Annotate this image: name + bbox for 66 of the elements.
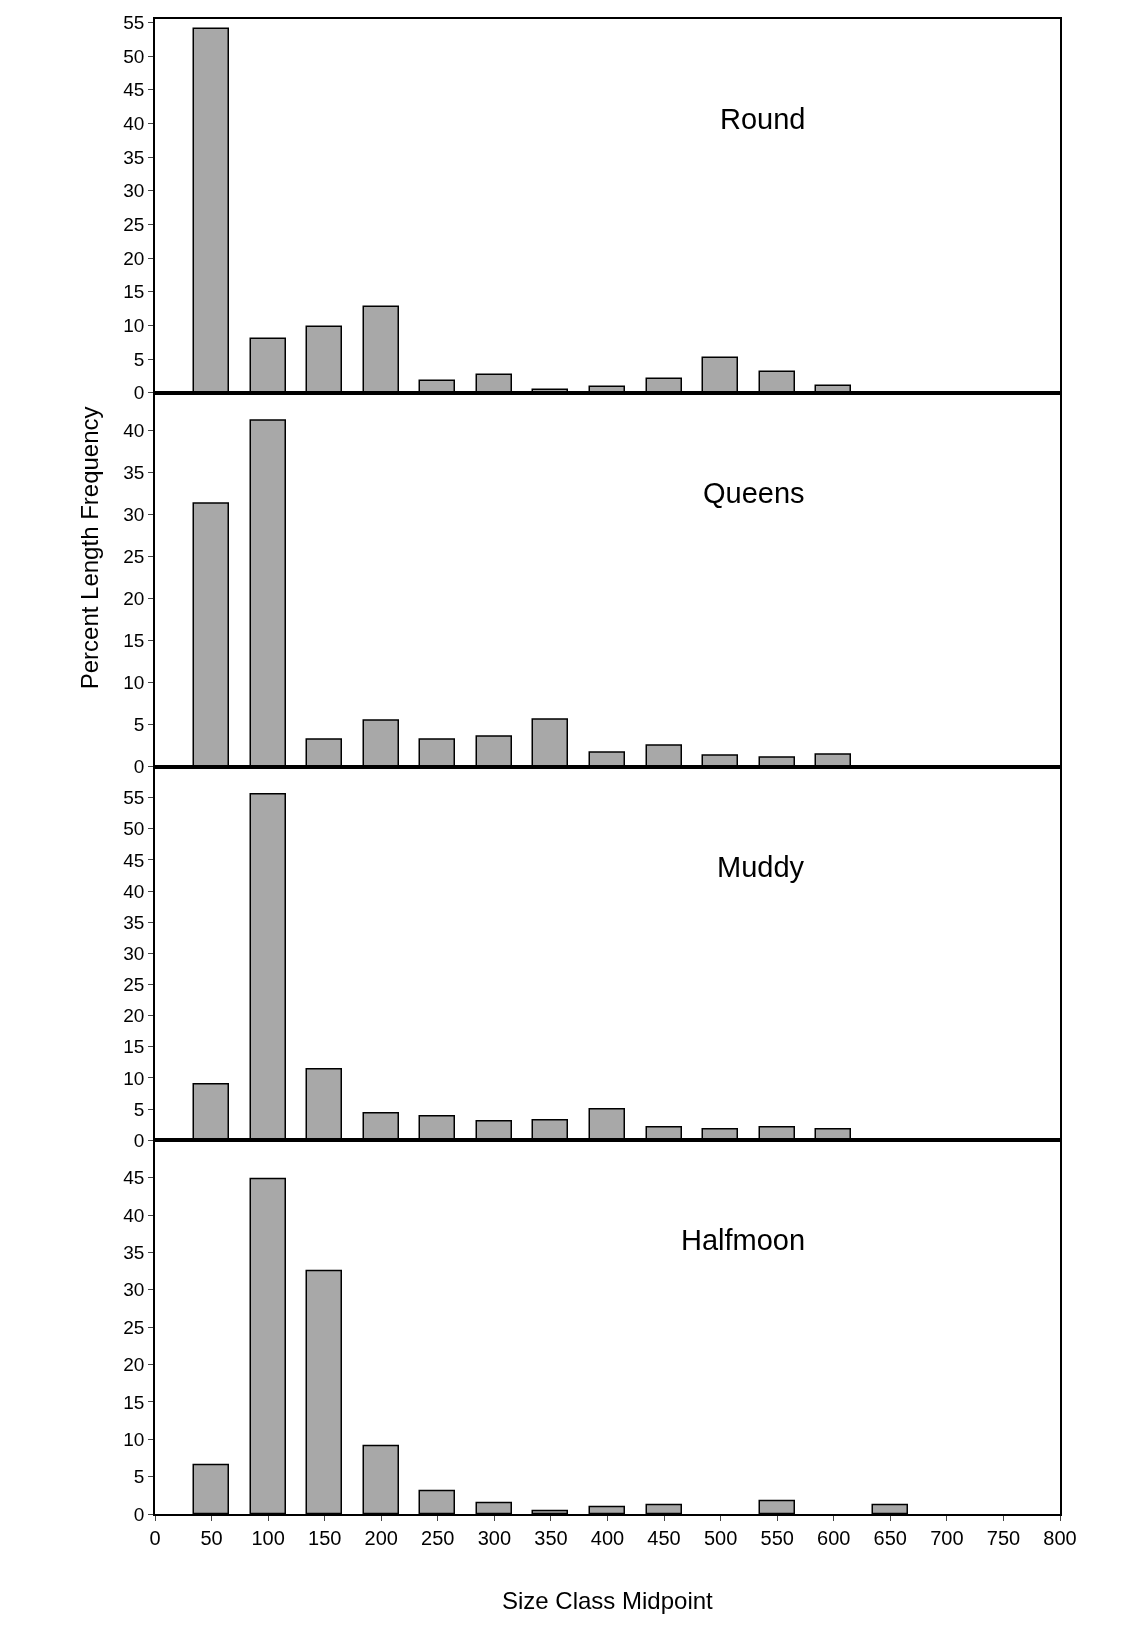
x-tick-label: 0 [149, 1526, 161, 1549]
x-axis-title: Size Class Midpoint [502, 1587, 714, 1614]
x-tick-label: 200 [364, 1526, 398, 1549]
y-tick-label: 25 [123, 546, 145, 568]
y-tick-label: 0 [133, 756, 145, 778]
x-tick-label: 550 [760, 1526, 794, 1549]
y-tick-label: 45 [123, 1167, 145, 1189]
x-tick-label: 750 [986, 1526, 1021, 1549]
y-tick-label: 0 [133, 382, 145, 404]
y-tick-label: 0 [133, 1129, 145, 1151]
y-tick-label: 15 [123, 1036, 145, 1058]
y-tick-label: 30 [123, 1279, 145, 1301]
y-tick-label: 0 [133, 1503, 145, 1525]
y-tick-label: 40 [123, 113, 145, 135]
x-tick-label: 700 [930, 1526, 964, 1549]
y-tick-label: 5 [133, 1098, 145, 1120]
y-tick-label: 15 [123, 281, 145, 303]
y-tick-label: 55 [123, 787, 145, 809]
y-tick-label: 40 [123, 1204, 145, 1226]
x-tick-label: 50 [200, 1526, 223, 1549]
y-tick-label: 30 [123, 180, 145, 202]
x-tick-label: 100 [251, 1526, 285, 1549]
y-tick-label: 5 [133, 714, 145, 736]
y-tick-label: 5 [133, 348, 145, 370]
x-tick-label: 650 [873, 1526, 907, 1549]
x-tick-label: 350 [534, 1526, 568, 1549]
y-tick-label: 15 [123, 630, 145, 652]
y-tick-label: 20 [123, 1005, 145, 1027]
x-tick-label: 500 [703, 1526, 738, 1549]
y-tick-label: 10 [123, 315, 145, 337]
x-tick-label: 450 [647, 1526, 681, 1549]
y-tick-label: 25 [123, 214, 145, 236]
x-tick-label: 250 [421, 1526, 455, 1549]
y-tick-label: 40 [123, 420, 145, 442]
y-tick-label: 20 [123, 1354, 145, 1376]
y-tick-label: 5 [133, 1466, 145, 1488]
y-tick-label: 50 [123, 45, 145, 67]
y-tick-label: 10 [123, 672, 145, 694]
y-tick-label: 30 [123, 504, 145, 526]
y-tick-label: 15 [123, 1391, 145, 1413]
y-tick-label: 50 [123, 818, 145, 840]
x-tick-label: 400 [590, 1526, 625, 1549]
y-tick-label: 35 [123, 146, 145, 168]
x-tick-label: 300 [477, 1526, 512, 1549]
y-tick-label: 25 [123, 1316, 145, 1338]
y-tick-label: 35 [123, 462, 145, 484]
x-tick-label: 150 [308, 1526, 342, 1549]
text: Round [720, 103, 806, 135]
text: Halfmoon [681, 1224, 806, 1256]
x-tick-label: 600 [817, 1526, 851, 1549]
y-tick-label: 25 [123, 974, 145, 996]
y-tick-label: 55 [123, 12, 145, 34]
y-tick-label: 20 [123, 247, 145, 269]
y-tick-label: 20 [123, 588, 145, 610]
y-tick-label: 45 [123, 849, 145, 871]
y-tick-label: 35 [123, 1242, 145, 1264]
text: Queens [703, 477, 805, 509]
y-tick-label: 30 [123, 943, 145, 965]
y-tick-label: 45 [123, 79, 145, 101]
y-axis-title: Percent Length Frequency [75, 406, 103, 690]
y-tick-label: 40 [123, 880, 145, 902]
y-tick-label: 10 [123, 1428, 145, 1450]
text: Muddy [717, 851, 805, 883]
y-tick-label: 35 [123, 911, 145, 933]
y-tick-label: 10 [123, 1067, 145, 1089]
x-tick-label: 800 [1043, 1526, 1077, 1549]
